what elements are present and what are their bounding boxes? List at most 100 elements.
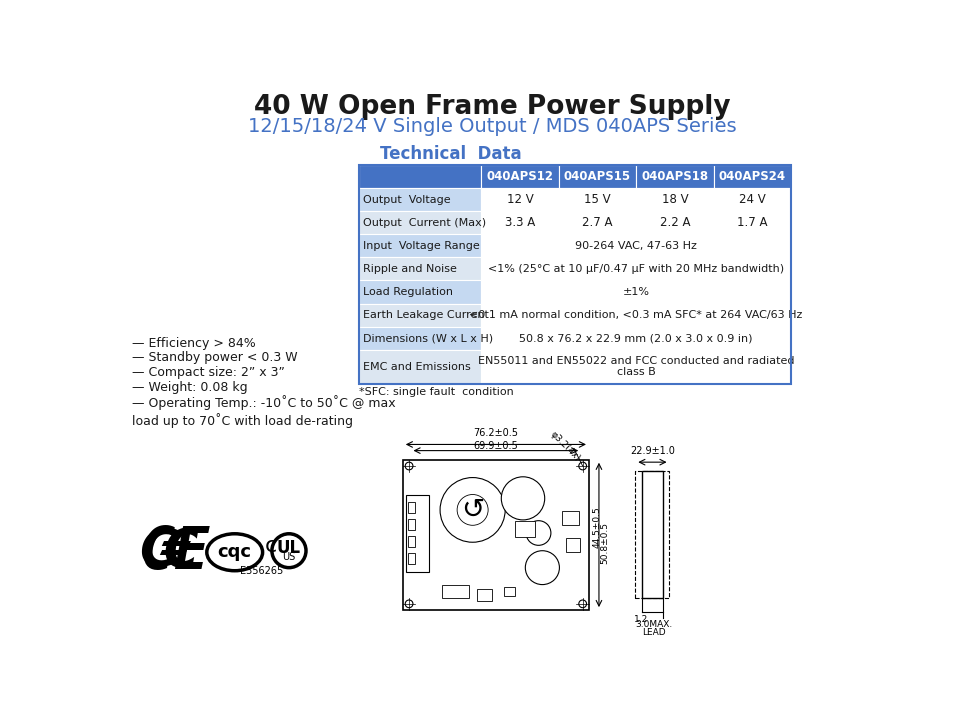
Text: 18 V: 18 V bbox=[661, 193, 688, 206]
Bar bbox=[359, 257, 481, 280]
Bar bbox=[504, 587, 516, 596]
Text: 2.7 A: 2.7 A bbox=[582, 216, 612, 229]
Bar bbox=[713, 165, 791, 188]
Text: CE: CE bbox=[139, 523, 209, 581]
Circle shape bbox=[440, 477, 505, 542]
Bar bbox=[359, 165, 791, 384]
Bar bbox=[636, 211, 713, 234]
Bar bbox=[481, 257, 791, 280]
Text: 40 W Open Frame Power Supply: 40 W Open Frame Power Supply bbox=[253, 94, 731, 120]
Text: 90-264 VAC, 47-63 Hz: 90-264 VAC, 47-63 Hz bbox=[575, 240, 697, 251]
Text: EN55011 and EN55022 and FCC conducted and radiated
class B: EN55011 and EN55022 and FCC conducted an… bbox=[478, 356, 795, 377]
Bar bbox=[636, 188, 713, 211]
Text: — Standby power < 0.3 W: — Standby power < 0.3 W bbox=[132, 351, 298, 364]
Bar bbox=[481, 188, 559, 211]
Text: *SFC: single fault  condition: *SFC: single fault condition bbox=[359, 387, 514, 397]
Bar bbox=[481, 211, 559, 234]
Text: ±1%: ±1% bbox=[623, 287, 650, 297]
Bar bbox=[359, 211, 481, 234]
Text: 50.8±0.5: 50.8±0.5 bbox=[601, 521, 610, 564]
Bar bbox=[359, 327, 481, 350]
Bar bbox=[481, 234, 791, 257]
Text: 69.9±0.5: 69.9±0.5 bbox=[473, 441, 518, 451]
Bar bbox=[481, 280, 791, 304]
Text: c: c bbox=[265, 536, 277, 556]
Circle shape bbox=[579, 462, 587, 470]
Text: 50.8 x 76.2 x 22.9 mm (2.0 x 3.0 x 0.9 in): 50.8 x 76.2 x 22.9 mm (2.0 x 3.0 x 0.9 i… bbox=[519, 333, 753, 343]
Text: 040APS24: 040APS24 bbox=[719, 170, 786, 183]
Text: C: C bbox=[139, 526, 179, 578]
Bar bbox=[408, 536, 415, 547]
Text: 040APS18: 040APS18 bbox=[641, 170, 708, 183]
Text: Earth Leakage Current: Earth Leakage Current bbox=[363, 310, 489, 320]
Circle shape bbox=[525, 551, 560, 585]
Text: 040APS15: 040APS15 bbox=[564, 170, 631, 183]
Circle shape bbox=[457, 495, 488, 526]
Text: 24 V: 24 V bbox=[739, 193, 766, 206]
Bar bbox=[359, 165, 481, 188]
Text: Input  Voltage Range: Input Voltage Range bbox=[363, 240, 479, 251]
Circle shape bbox=[405, 600, 413, 608]
Text: 15 V: 15 V bbox=[584, 193, 611, 206]
Text: — Efficiency > 84%: — Efficiency > 84% bbox=[132, 337, 255, 350]
Text: cqc: cqc bbox=[218, 544, 252, 562]
Circle shape bbox=[526, 521, 551, 545]
Text: E356265: E356265 bbox=[240, 567, 283, 577]
Text: — Operating Temp.: -10˚C to 50˚C @ max
load up to 70˚C with load de-rating: — Operating Temp.: -10˚C to 50˚C @ max l… bbox=[132, 395, 396, 428]
Bar bbox=[641, 472, 663, 598]
Bar bbox=[565, 539, 580, 552]
Text: Dimensions (W x L x H): Dimensions (W x L x H) bbox=[363, 333, 492, 343]
Text: <0.1 mA normal condition, <0.3 mA SFC* at 264 VAC/63 Hz: <0.1 mA normal condition, <0.3 mA SFC* a… bbox=[469, 310, 803, 320]
Text: Technical  Data: Technical Data bbox=[379, 145, 521, 163]
Text: 2.2 A: 2.2 A bbox=[660, 216, 690, 229]
Text: 1.2: 1.2 bbox=[635, 615, 649, 624]
Text: 76.2±0.5: 76.2±0.5 bbox=[473, 428, 518, 438]
Bar bbox=[408, 519, 415, 530]
Bar bbox=[559, 165, 636, 188]
Circle shape bbox=[579, 600, 587, 608]
Text: ↺: ↺ bbox=[461, 496, 484, 524]
Bar bbox=[713, 188, 791, 211]
Bar bbox=[481, 165, 559, 188]
Bar bbox=[403, 460, 588, 610]
Text: LEAD: LEAD bbox=[642, 628, 666, 636]
Bar bbox=[559, 211, 636, 234]
Text: Output  Voltage: Output Voltage bbox=[363, 194, 450, 204]
Bar bbox=[481, 304, 791, 327]
Bar bbox=[713, 211, 791, 234]
Bar bbox=[359, 304, 481, 327]
Text: EMC and Emissions: EMC and Emissions bbox=[363, 361, 470, 372]
Text: <1% (25°C at 10 μF/0.47 μF with 20 MHz bandwidth): <1% (25°C at 10 μF/0.47 μF with 20 MHz b… bbox=[488, 264, 784, 274]
Text: US: US bbox=[282, 552, 296, 562]
Text: 3.0MAX.: 3.0MAX. bbox=[636, 620, 673, 629]
Text: 12 V: 12 V bbox=[507, 193, 533, 206]
Bar bbox=[359, 280, 481, 304]
Text: €: € bbox=[161, 526, 198, 578]
Text: 040APS12: 040APS12 bbox=[487, 170, 553, 183]
Text: 12/15/18/24 V Single Output / MDS 040APS Series: 12/15/18/24 V Single Output / MDS 040APS… bbox=[248, 117, 736, 136]
Bar bbox=[481, 327, 791, 350]
Bar bbox=[516, 521, 535, 537]
Bar bbox=[408, 503, 415, 513]
Bar bbox=[359, 234, 481, 257]
Text: — Compact size: 2” x 3”: — Compact size: 2” x 3” bbox=[132, 366, 284, 379]
Text: 1.7 A: 1.7 A bbox=[737, 216, 768, 229]
Bar bbox=[559, 188, 636, 211]
Text: 44.5±0.5: 44.5±0.5 bbox=[592, 506, 602, 548]
Text: Output  Current (Max): Output Current (Max) bbox=[363, 217, 486, 228]
Bar bbox=[359, 188, 481, 211]
Bar bbox=[481, 350, 791, 384]
Text: Load Regulation: Load Regulation bbox=[363, 287, 452, 297]
Text: Ripple and Noise: Ripple and Noise bbox=[363, 264, 456, 274]
Text: UL: UL bbox=[276, 539, 301, 557]
Bar bbox=[636, 472, 669, 598]
Bar bbox=[406, 495, 429, 572]
Text: 3.3 A: 3.3 A bbox=[505, 216, 535, 229]
Circle shape bbox=[405, 462, 413, 470]
Text: — Weight: 0.08 kg: — Weight: 0.08 kg bbox=[132, 381, 248, 394]
Circle shape bbox=[501, 477, 544, 520]
Text: φ3.2(4x): φ3.2(4x) bbox=[549, 429, 583, 463]
Bar bbox=[562, 511, 579, 526]
Bar bbox=[359, 350, 481, 384]
Text: 22.9±1.0: 22.9±1.0 bbox=[630, 446, 675, 456]
